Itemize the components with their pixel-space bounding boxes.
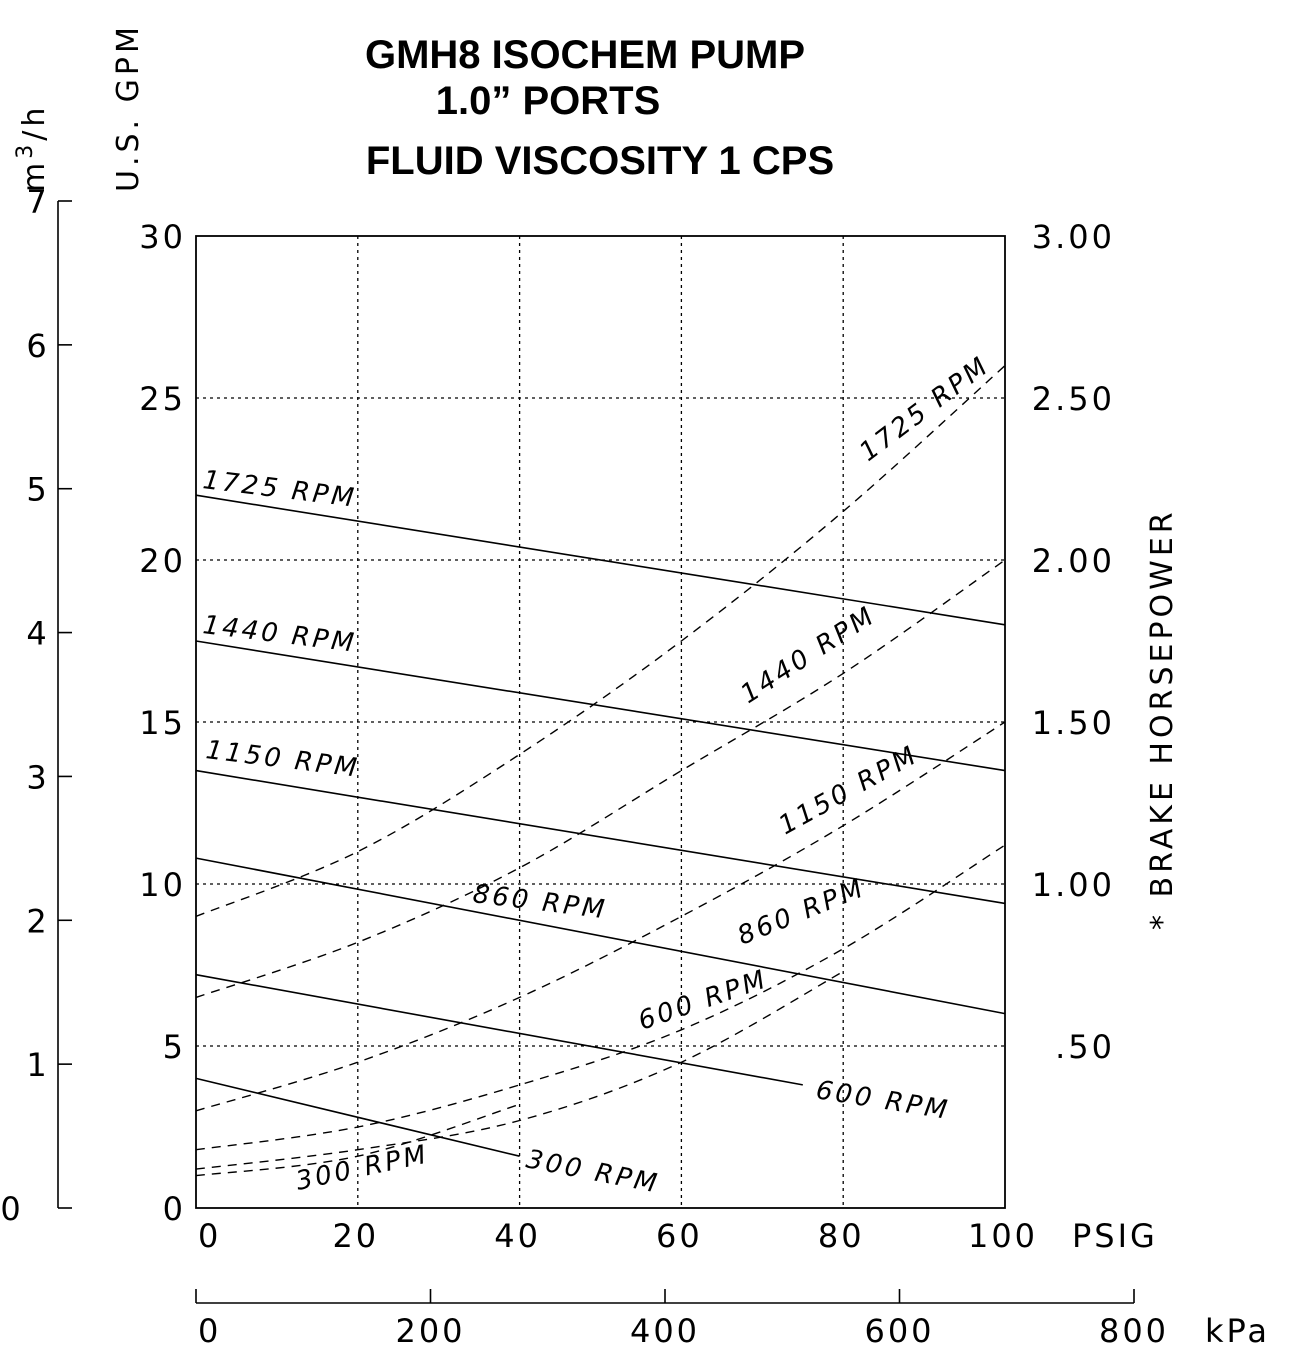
metric-flow-axis: 0 1 2 3 4 5 6 7 [0, 183, 72, 1228]
bhp-curve-1440-rpm [195, 559, 1006, 999]
kpa-tick-label-400: 400 [630, 1312, 700, 1350]
bhp-label-1725: 1725 RPM [854, 351, 996, 468]
tick-labels: 0 5 10 15 20 25 30 .50 1.00 1.50 2.00 2.50 3.00 0 20 40… [139, 218, 1115, 1255]
flow-curve-1725-rpm [195, 494, 1006, 626]
bhp-curve-300-rpm [195, 1103, 520, 1177]
y-right-tick-3.00: 3.00 [1032, 218, 1115, 256]
y-axis-metric-label-tail: /h [17, 104, 52, 141]
y-left-tick-5: 5 [163, 1028, 186, 1066]
x-axis-label: PSIG [1072, 1217, 1158, 1255]
kpa-tick-label-800: 800 [1099, 1312, 1169, 1350]
flow-curve-1150-rpm [195, 769, 1006, 905]
y-right-tick-1.50: 1.50 [1032, 704, 1115, 742]
flow-label-300: 300 RPM [524, 1144, 662, 1199]
flow-curve-860-rpm [195, 857, 1006, 1015]
bhp-curves [195, 365, 1006, 1177]
grid-lines [196, 236, 1005, 1208]
flow-label-1725: 1725 RPM [201, 465, 358, 514]
metric-tick-label-5: 5 [26, 471, 49, 509]
kpa-tick-label-0: 0 [198, 1312, 221, 1350]
chart-title-line-3: FLUID VISCOSITY 1 CPS [366, 139, 834, 183]
y-axis-metric-label-m: m [17, 159, 52, 192]
y-left-tick-25: 25 [139, 380, 186, 418]
x-tick-80: 80 [818, 1217, 865, 1255]
y-right-tick-2.00: 2.00 [1032, 542, 1115, 580]
kpa-axis: 0 200 400 600 800 [195, 1289, 1169, 1350]
y-axis-left-label: U.S. GPM [111, 23, 146, 192]
flow-label-1440: 1440 RPM [201, 610, 358, 659]
x-axis-secondary-label: kPa [1205, 1312, 1270, 1350]
x-tick-100: 100 [968, 1217, 1038, 1255]
x-tick-0: 0 [198, 1217, 221, 1255]
bhp-curve-600-rpm [195, 970, 844, 1170]
chart-title-line-2: 1.0” PORTS [436, 79, 661, 123]
x-tick-60: 60 [656, 1217, 703, 1255]
kpa-tick-label-600: 600 [864, 1312, 934, 1350]
bhp-label-860: 860 RPM [733, 873, 869, 951]
x-tick-40: 40 [494, 1217, 541, 1255]
flow-label-600: 600 RPM [814, 1075, 952, 1126]
y-right-tick-1.00: 1.00 [1032, 866, 1115, 904]
metric-tick-label-0: 0 [0, 1190, 23, 1228]
bhp-label-300: 300 RPM [293, 1139, 431, 1196]
flow-curves [195, 494, 1006, 1157]
flow-label-860: 860 RPM [471, 879, 609, 925]
metric-tick-label-4: 4 [26, 615, 49, 653]
y-right-tick-2.50: 2.50 [1032, 380, 1115, 418]
chart-title-line-1: GMH8 ISOCHEM PUMP [365, 33, 805, 77]
y-axis-metric-label: m3/h [13, 104, 52, 192]
y-left-tick-15: 15 [139, 704, 186, 742]
bhp-label-1440: 1440 RPM [735, 601, 881, 710]
x-tick-20: 20 [332, 1217, 379, 1255]
flow-curve-600-rpm [195, 973, 803, 1086]
y-right-tick-.50: .50 [1055, 1028, 1115, 1066]
bhp-label-1150: 1150 RPM [774, 740, 924, 841]
metric-tick-label-1: 1 [26, 1046, 49, 1084]
metric-tick-label-2: 2 [26, 902, 49, 940]
flow-curve-300-rpm [195, 1077, 520, 1157]
bhp-curve-1150-rpm [195, 721, 1006, 1112]
metric-tick-label-6: 6 [26, 327, 49, 365]
y-axis-right-label: * BRAKE HORSEPOWER [1145, 508, 1180, 930]
kpa-tick-label-200: 200 [395, 1312, 465, 1350]
metric-tick-label-3: 3 [26, 758, 49, 796]
y-left-tick-20: 20 [139, 542, 186, 580]
y-left-tick-10: 10 [139, 866, 186, 904]
y-axis-metric-label-sup: 3 [13, 141, 38, 159]
metric-tick-label-7: 7 [26, 183, 49, 221]
y-left-tick-0: 0 [163, 1190, 186, 1228]
y-left-tick-30: 30 [139, 218, 186, 256]
flow-curve-1440-rpm [195, 640, 1006, 772]
bhp-curve-860-rpm [195, 844, 1006, 1151]
bhp-curve-1725-rpm [195, 365, 1006, 918]
